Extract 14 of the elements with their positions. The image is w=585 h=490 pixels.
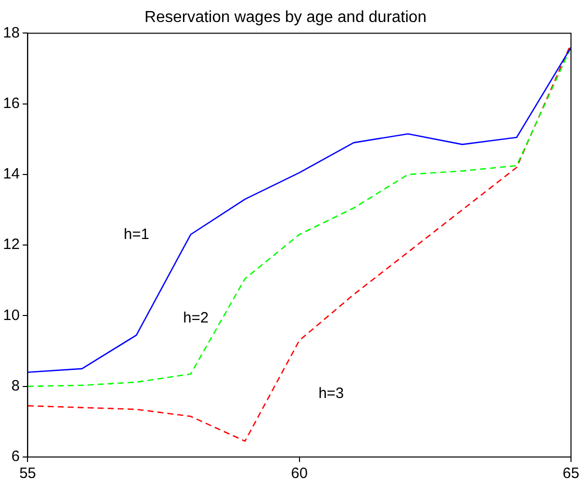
y-tick-label: 12 <box>2 236 20 254</box>
y-tick-label: 14 <box>2 166 20 183</box>
y-tick-label: 16 <box>2 94 20 112</box>
y-tick-label: 6 <box>11 448 20 466</box>
series-label: h=2 <box>183 309 209 326</box>
chart-title: Reservation wages by age and duration <box>144 9 426 26</box>
x-tick-label: 55 <box>19 465 36 482</box>
text: h=3 <box>318 384 344 402</box>
y-tick-label: 10 <box>2 306 20 324</box>
y-tick-label: 18 <box>2 24 20 42</box>
x-tick-label: 65 <box>562 465 580 482</box>
text: h=1 <box>124 226 150 243</box>
x-tick-label: 60 <box>291 465 308 482</box>
y-tick-label: 8 <box>11 378 20 395</box>
